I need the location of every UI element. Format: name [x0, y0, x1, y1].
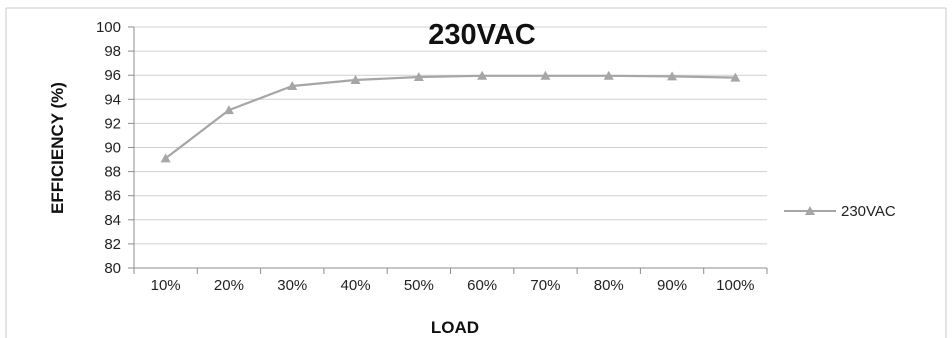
data-point — [540, 70, 551, 80]
x-tick-label: 70% — [530, 277, 560, 294]
data-point — [160, 153, 171, 163]
series-line — [165, 74, 736, 160]
data-point — [477, 70, 488, 80]
data-point — [287, 81, 298, 91]
chart-title: 230VAC — [428, 19, 536, 51]
data-point — [223, 105, 234, 115]
y-tick-label: 96 — [104, 67, 121, 84]
series-layer — [160, 70, 741, 163]
y-tick-label: 86 — [104, 188, 121, 205]
y-tick-labels: 80 82 84 86 88 90 92 94 96 98 100 — [96, 19, 121, 277]
data-point — [730, 72, 741, 82]
axes — [128, 26, 768, 274]
x-tick-label: 30% — [277, 277, 307, 294]
x-tick-label: 80% — [594, 277, 624, 294]
legend-label: 230VAC — [841, 203, 896, 220]
x-axis-label: LOAD — [431, 318, 479, 337]
data-point — [350, 75, 361, 85]
data-point — [603, 70, 614, 80]
x-tick-label: 100% — [716, 277, 754, 294]
y-tick-label: 92 — [104, 115, 121, 132]
y-axis-label: EFFICIENCY (%) — [48, 82, 67, 214]
y-tick-label: 82 — [104, 236, 121, 253]
x-tick-label: 20% — [214, 277, 244, 294]
y-tick-label: 90 — [104, 140, 121, 157]
data-point — [667, 71, 678, 81]
x-tick-label: 40% — [341, 277, 371, 294]
data-point — [413, 72, 424, 82]
gridlines — [134, 26, 767, 245]
y-tick-label: 80 — [104, 260, 121, 277]
x-tick-labels: 10% 20% 30% 40% 50% 60% 70% 80% 90% 100% — [151, 277, 755, 294]
y-tick-label: 94 — [104, 91, 121, 108]
y-tick-label: 100 — [96, 19, 121, 36]
y-tick-label: 98 — [104, 43, 121, 60]
legend: 230VAC — [784, 203, 896, 220]
x-tick-label: 60% — [467, 277, 497, 294]
y-tick-label: 84 — [104, 212, 121, 229]
x-tick-label: 90% — [657, 277, 687, 294]
y-tick-label: 88 — [104, 164, 121, 181]
legend-marker — [805, 206, 815, 215]
x-tick-label: 10% — [151, 277, 181, 294]
x-tick-label: 50% — [404, 277, 434, 294]
